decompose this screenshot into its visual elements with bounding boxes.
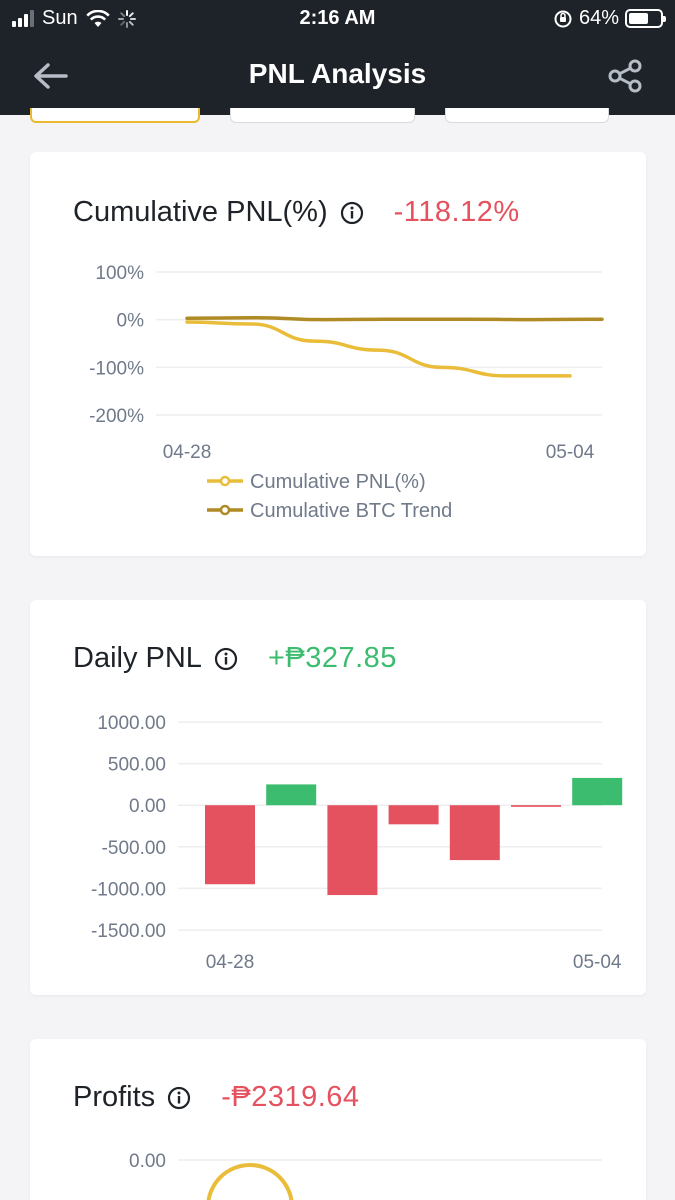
- wifi-icon: [85, 9, 110, 27]
- profits-card: Profits -₱2319.64 0.00: [30, 1039, 646, 1200]
- nav-bar: PNL Analysis: [0, 38, 675, 115]
- battery-percent: 64%: [578, 7, 619, 29]
- bar: [388, 805, 439, 825]
- bar: [572, 777, 623, 806]
- y-tick-label: -1000.00: [91, 879, 166, 900]
- daily-pnl-chart: 1000.00 500.00 0.00 -500.00 -1000.00 -1500.00…: [91, 713, 623, 973]
- y-tick-label: 500.00: [108, 755, 166, 776]
- x-tick-label: 05-04: [573, 952, 622, 973]
- back-arrow-icon[interactable]: [30, 58, 70, 94]
- y-tick-label: 0%: [117, 311, 145, 332]
- daily-pnl-card: Daily PNL +₱327.85 1000.00 500.00 0.00 -500…: [30, 600, 646, 995]
- battery-icon: [625, 9, 666, 28]
- legend-marker: [219, 504, 231, 516]
- y-tick-label: 100%: [95, 263, 144, 284]
- bar: [449, 805, 500, 861]
- bar: [511, 805, 561, 807]
- x-tick-label: 05-04: [546, 442, 595, 463]
- bar: [266, 784, 317, 806]
- clock: 2:16 AM: [299, 7, 376, 29]
- profits-line: [206, 1163, 294, 1200]
- profits-chart: 0.00: [129, 1151, 602, 1200]
- page-title: PNL Analysis: [248, 58, 427, 89]
- cumulative-pnl-card: Cumulative PNL(%) -118.12% 100% 0% -100% -2…: [30, 152, 646, 556]
- bar: [327, 805, 378, 896]
- status-right: 64%: [553, 7, 666, 30]
- cumulative-pnl-title: Cumulative PNL(%): [73, 196, 328, 228]
- status-bar: Sun 2:16 AM 64%: [0, 0, 675, 38]
- y-tick-label: -100%: [89, 358, 144, 379]
- cumulative-pnl-chart: 100% 0% -100% -200% 04-28 05-04 Cumulative PNL…: [89, 263, 604, 522]
- y-tick-label: -200%: [89, 406, 144, 427]
- legend-marker: [219, 475, 231, 487]
- daily-pnl-header: Daily PNL +₱327.85: [73, 642, 397, 675]
- cumulative-pnl-value: -118.12%: [393, 196, 520, 228]
- bar: [205, 805, 255, 885]
- daily-pnl-value: +₱327.85: [267, 642, 397, 674]
- profits-title: Profits: [73, 1081, 156, 1113]
- loading-spinner-icon: [117, 9, 136, 28]
- legend-label: Cumulative PNL(%): [250, 471, 426, 493]
- share-icon[interactable]: [605, 56, 645, 96]
- y-tick-label: -1500.00: [91, 921, 166, 942]
- series-line: [185, 320, 572, 378]
- status-left: Sun: [12, 7, 136, 30]
- y-tick-label: 0.00: [129, 796, 166, 817]
- x-tick-label: 04-28: [206, 952, 255, 973]
- cumulative-pnl-header: Cumulative PNL(%) -118.12%: [73, 196, 520, 229]
- info-icon[interactable]: [167, 1086, 191, 1110]
- info-icon[interactable]: [340, 201, 364, 225]
- tab-option-3[interactable]: [445, 108, 609, 123]
- info-icon[interactable]: [214, 647, 238, 671]
- y-tick-label: 1000.00: [97, 713, 166, 734]
- orientation-lock-icon: [554, 10, 572, 27]
- y-tick-label: -500.00: [102, 838, 166, 859]
- tab-option-2[interactable]: [230, 108, 415, 123]
- y-tick-label: 0.00: [129, 1151, 166, 1172]
- x-tick-label: 04-28: [163, 442, 212, 463]
- daily-pnl-title: Daily PNL: [73, 642, 202, 674]
- legend-label: Cumulative BTC Trend: [250, 500, 452, 522]
- profits-header: Profits -₱2319.64: [73, 1081, 360, 1114]
- series-line: [185, 316, 604, 322]
- profits-value: -₱2319.64: [221, 1081, 360, 1113]
- carrier-label: Sun: [42, 7, 78, 29]
- tab-option-1[interactable]: [30, 108, 200, 123]
- battery-fill: [629, 13, 649, 24]
- signal-icon: [12, 10, 34, 27]
